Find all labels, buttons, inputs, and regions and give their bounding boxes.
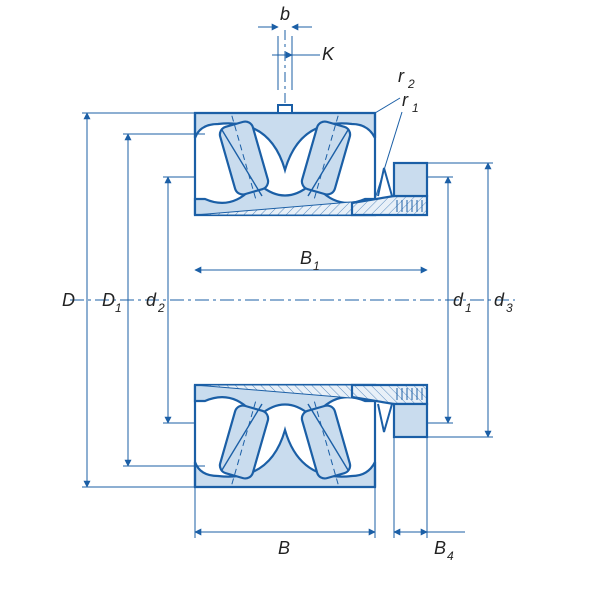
label-b: b	[280, 4, 290, 24]
label-d1: d	[453, 290, 464, 310]
label-d2: d	[146, 290, 157, 310]
label-d2-sub: 2	[157, 301, 165, 315]
label-r2: r	[398, 66, 405, 86]
label-D1: D	[102, 290, 115, 310]
label-d3: d	[494, 290, 505, 310]
label-K: K	[322, 44, 335, 64]
label-r1-sub: 1	[412, 101, 419, 115]
label-r2-sub: 2	[407, 77, 415, 91]
lower-half	[195, 385, 427, 489]
label-d3-sub: 3	[506, 301, 513, 315]
label-D1-sub: 1	[115, 301, 122, 315]
label-B1: B	[300, 248, 312, 268]
label-B4: B	[434, 538, 446, 558]
label-D: D	[62, 290, 75, 310]
label-B: B	[278, 538, 290, 558]
label-r1: r	[402, 90, 409, 110]
upper-half	[195, 36, 427, 215]
label-B4-sub: 4	[447, 549, 454, 563]
label-d1-sub: 1	[465, 301, 472, 315]
label-B1-sub: 1	[313, 259, 320, 273]
bearing-diagram: D D 1 d 2 d 1 d 3 B B 4 B 1 b K r 2 r 1	[0, 0, 600, 600]
